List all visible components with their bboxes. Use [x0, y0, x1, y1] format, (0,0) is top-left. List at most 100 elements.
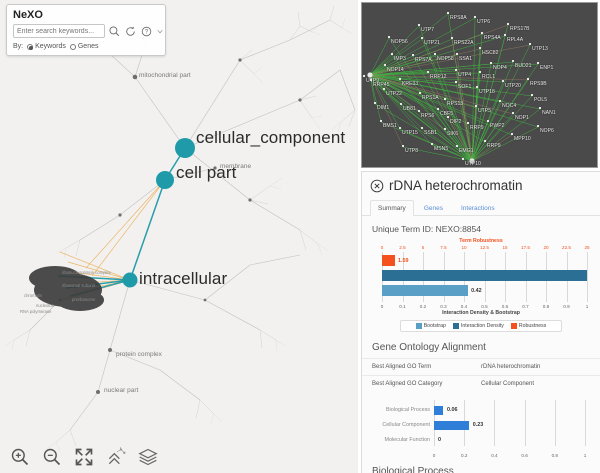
tree-node-label-intracellular[interactable]: intracellular — [139, 269, 228, 288]
gene-label[interactable]: UTP4 — [458, 72, 472, 78]
tree-node-label-rna-polymerase[interactable]: RNA polymerase — [20, 309, 52, 314]
gene-label[interactable]: UTP20 — [505, 83, 521, 89]
fit-to-screen-icon[interactable] — [74, 447, 94, 467]
gene-node[interactable] — [511, 133, 514, 136]
tree-node-label-cellular-component[interactable]: cellular_component — [196, 128, 346, 147]
radio-genes[interactable]: Genes — [69, 43, 98, 50]
layers-icon[interactable] — [138, 447, 158, 467]
gene-node[interactable] — [476, 86, 479, 89]
gene-node[interactable] — [418, 24, 421, 27]
gene-node[interactable] — [380, 120, 383, 123]
gene-node[interactable] — [399, 127, 402, 130]
gene-node[interactable] — [447, 12, 450, 15]
gene-node[interactable] — [456, 53, 459, 56]
gene-node[interactable] — [512, 112, 515, 115]
gene-label[interactable]: RPS1A — [422, 95, 439, 101]
gene-label[interactable]: NOP4 — [493, 65, 507, 71]
gene-node[interactable] — [444, 128, 447, 131]
tab-genes[interactable]: Genes — [423, 205, 443, 212]
gene-label[interactable]: ENP1 — [540, 65, 554, 71]
gene-node[interactable] — [499, 100, 502, 103]
search-input[interactable] — [13, 24, 105, 38]
gene-node[interactable] — [512, 60, 515, 63]
gene-label[interactable]: RPS13 — [447, 101, 464, 107]
gene-label[interactable]: SSA1 — [459, 56, 473, 62]
gene-node[interactable] — [481, 32, 484, 35]
tree-node-label-membrane[interactable]: membrane — [220, 163, 252, 170]
gene-label[interactable]: NOP58 — [437, 56, 454, 62]
gene-label[interactable]: RRP9 — [470, 125, 484, 131]
reset-icon[interactable] — [124, 25, 137, 38]
gene-node[interactable] — [391, 53, 394, 56]
gene-label[interactable]: UTP21 — [424, 40, 440, 46]
gene-node[interactable] — [451, 37, 454, 40]
gene-label[interactable]: SOF1 — [458, 84, 472, 90]
gene-node[interactable] — [484, 140, 487, 143]
tree-node-label-protein-complex[interactable]: protein complex — [116, 351, 162, 358]
gene-label[interactable]: SIK6 — [447, 131, 459, 137]
gene-label[interactable]: NOP56 — [391, 39, 408, 45]
gene-label[interactable]: RPS9B — [530, 81, 547, 87]
gene-node[interactable] — [537, 62, 540, 65]
gene-node[interactable] — [444, 98, 447, 101]
tree-node-label-nucleolus[interactable]: nucleolus — [36, 303, 54, 308]
tree-node-label-preribosome[interactable]: preribosome — [72, 297, 96, 302]
gene-node[interactable] — [383, 88, 386, 91]
gene-label[interactable]: UTP10 — [465, 161, 481, 167]
gene-label[interactable]: EMG1 — [459, 148, 474, 154]
gene-node[interactable] — [399, 78, 402, 81]
gene-node[interactable] — [467, 122, 470, 125]
gene-node[interactable] — [434, 53, 437, 56]
gene-node[interactable] — [539, 107, 542, 110]
gene-label[interactable]: RPS6 — [421, 113, 435, 119]
gene-node[interactable] — [370, 79, 373, 82]
gene-node[interactable] — [507, 23, 510, 26]
tree-node-label-chromatin[interactable]: chromatin — [24, 293, 43, 298]
gene-label[interactable]: BMS1 — [383, 123, 397, 129]
gene-label[interactable]: HSC82 — [482, 50, 499, 56]
gene-node[interactable] — [421, 127, 424, 130]
tree-node-label-mitochondrial-part[interactable]: mitochondrial part — [139, 72, 191, 79]
gene-node[interactable] — [418, 110, 421, 113]
network-graph[interactable] — [362, 3, 598, 168]
gene-node[interactable] — [537, 125, 540, 128]
gene-label[interactable]: NOP6 — [540, 128, 554, 134]
help-icon[interactable]: ? — [140, 25, 153, 38]
tree-node-label-cell-part[interactable]: cell part — [176, 163, 237, 182]
gene-label[interactable]: RCL1 — [482, 74, 496, 80]
gene-node[interactable] — [455, 81, 458, 84]
gene-node[interactable] — [479, 71, 482, 74]
gene-label[interactable]: DIP2 — [450, 119, 462, 125]
zoom-out-icon[interactable] — [42, 447, 62, 467]
gene-node[interactable] — [363, 75, 366, 78]
gene-label[interactable]: UB81 — [403, 106, 416, 112]
gene-label[interactable]: NOP14 — [387, 67, 404, 73]
gene-label[interactable]: UTP5 — [478, 108, 492, 114]
gene-label[interactable]: RRP9 — [487, 143, 501, 149]
gene-label[interactable]: DIM1 — [377, 105, 390, 111]
gene-node[interactable] — [531, 94, 534, 97]
gene-node[interactable] — [479, 47, 482, 50]
search-panel[interactable]: NeXO ? By: — [6, 4, 166, 56]
gene-node[interactable] — [490, 62, 493, 65]
gene-label[interactable]: NOC4 — [502, 103, 517, 109]
gene-label[interactable]: NOP1 — [515, 115, 529, 121]
gene-label[interactable]: POL5 — [534, 97, 548, 103]
tree-node-label-ribosomal-subunit[interactable]: ribosomal subunit — [62, 283, 95, 288]
tree-node-label-nuclear-part[interactable]: nuclear part — [104, 387, 139, 394]
search-icon[interactable] — [108, 25, 121, 38]
gene-node[interactable] — [475, 105, 478, 108]
gene-label[interactable]: UTP7 — [421, 27, 435, 33]
gene-node[interactable] — [487, 120, 490, 123]
gene-label[interactable]: UTP6 — [477, 19, 491, 25]
gene-node[interactable] — [388, 36, 391, 39]
gene-label[interactable]: RPS4A — [484, 35, 501, 41]
gene-label[interactable]: RPS17B — [510, 26, 530, 32]
gene-label[interactable]: CBF5 — [440, 111, 454, 117]
chevron-down-icon[interactable] — [156, 25, 164, 38]
gene-node[interactable] — [456, 145, 459, 148]
gene-label[interactable]: UTP8 — [405, 148, 419, 154]
gene-label[interactable]: RPS7A — [415, 57, 432, 63]
gene-label[interactable]: RPS8A — [450, 15, 467, 21]
gene-label[interactable]: UTP13 — [532, 46, 548, 52]
